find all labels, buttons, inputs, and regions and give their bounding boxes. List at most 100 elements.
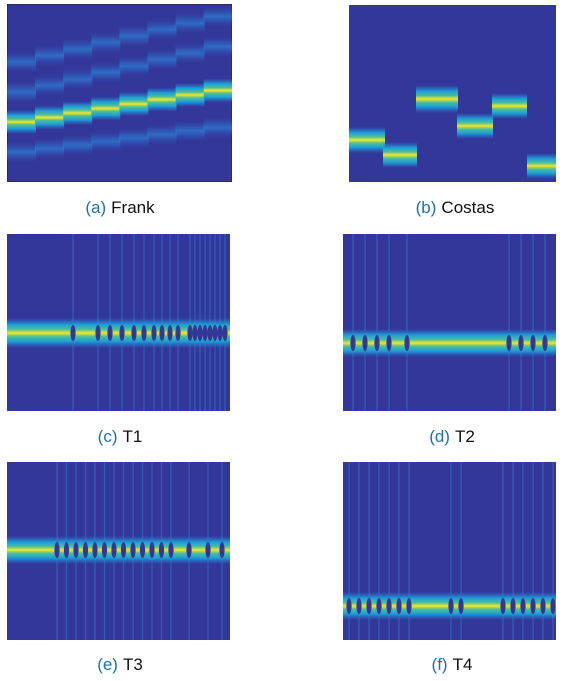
caption-name: Costas — [441, 198, 494, 217]
freq-band — [35, 106, 64, 130]
node — [95, 325, 100, 341]
node — [550, 598, 555, 614]
spectrogram-t3 — [7, 462, 230, 640]
node — [386, 598, 391, 614]
node — [70, 325, 75, 341]
node — [159, 542, 164, 558]
caption-name: Frank — [111, 198, 155, 217]
node — [542, 335, 547, 351]
freq-band — [119, 92, 148, 116]
caption: (c)T1 — [98, 427, 143, 446]
node — [540, 598, 545, 614]
node — [186, 542, 191, 558]
node — [151, 325, 156, 341]
caption-label: (d) — [429, 427, 450, 446]
node — [102, 542, 107, 558]
node — [458, 598, 463, 614]
node — [500, 598, 505, 614]
freq-band — [457, 113, 493, 139]
freq-band — [148, 88, 177, 112]
freq-band — [204, 79, 233, 103]
caption: (b)Costas — [416, 198, 495, 217]
figure: (a) Frank (b)Costas (c)T1 (d)T2 (e) T3 (f)… — [0, 0, 563, 676]
freq-band — [492, 93, 527, 119]
ghost-band — [7, 142, 36, 162]
node — [356, 598, 361, 614]
node — [92, 542, 97, 558]
ghost-band — [148, 20, 177, 40]
ghost-band — [176, 43, 205, 63]
freq-band — [383, 142, 417, 168]
node — [207, 325, 212, 341]
ghost-band — [204, 118, 233, 138]
caption-label: (c) — [98, 427, 118, 446]
node — [167, 325, 172, 341]
node — [212, 325, 217, 341]
ghost-band — [91, 33, 120, 53]
ghost-band — [204, 7, 233, 27]
freq-band — [7, 536, 230, 564]
node — [121, 542, 126, 558]
ghost-band — [204, 37, 233, 57]
freq-band — [349, 127, 385, 153]
node — [205, 542, 210, 558]
ghost-band — [35, 76, 64, 96]
caption-label: (f) — [432, 655, 448, 674]
node — [376, 598, 381, 614]
ghost-band — [119, 128, 148, 148]
node — [107, 325, 112, 341]
node — [64, 542, 69, 558]
node — [374, 335, 379, 351]
node — [362, 335, 367, 351]
node — [73, 542, 78, 558]
caption-label: (a) — [85, 198, 106, 217]
caption: (d)T2 — [429, 427, 475, 446]
ghost-band — [176, 13, 205, 33]
ghost-band — [119, 26, 148, 46]
node — [520, 598, 525, 614]
ghost-band — [63, 69, 92, 89]
caption-name: T1 — [122, 427, 142, 446]
ghost-band — [91, 63, 120, 83]
spectrogram-t2 — [343, 234, 556, 412]
node — [346, 598, 351, 614]
node — [130, 542, 135, 558]
node — [131, 325, 136, 341]
node — [111, 542, 116, 558]
caption-name: T4 — [453, 655, 473, 674]
caption-label: (e) — [97, 655, 118, 674]
node — [140, 542, 145, 558]
freq-band — [91, 97, 120, 121]
node — [518, 335, 523, 351]
spectrogram-t1 — [7, 234, 230, 412]
node — [510, 598, 515, 614]
node — [159, 325, 164, 341]
caption-name: T3 — [123, 655, 143, 674]
node — [506, 335, 511, 351]
caption: (f) T4 — [432, 655, 473, 674]
node — [141, 325, 146, 341]
ghost-band — [91, 132, 120, 152]
ghost-band — [148, 125, 177, 145]
spectrogram-t4 — [343, 462, 556, 640]
node — [149, 542, 154, 558]
node — [197, 325, 202, 341]
panel-bg — [343, 234, 556, 411]
freq-band — [416, 85, 458, 113]
ghost-band — [7, 82, 36, 102]
node — [386, 335, 391, 351]
node — [222, 325, 227, 341]
node — [219, 542, 224, 558]
node — [217, 325, 222, 341]
caption: (a) Frank — [85, 198, 155, 217]
freq-band — [63, 101, 92, 125]
node — [192, 325, 197, 341]
spectrogram-costas — [349, 5, 556, 182]
node — [448, 598, 453, 614]
ghost-band — [148, 50, 177, 70]
ghost-band — [63, 135, 92, 155]
node — [530, 335, 535, 351]
caption-label: (b) — [416, 198, 437, 217]
ghost-band — [63, 39, 92, 59]
node — [202, 325, 207, 341]
